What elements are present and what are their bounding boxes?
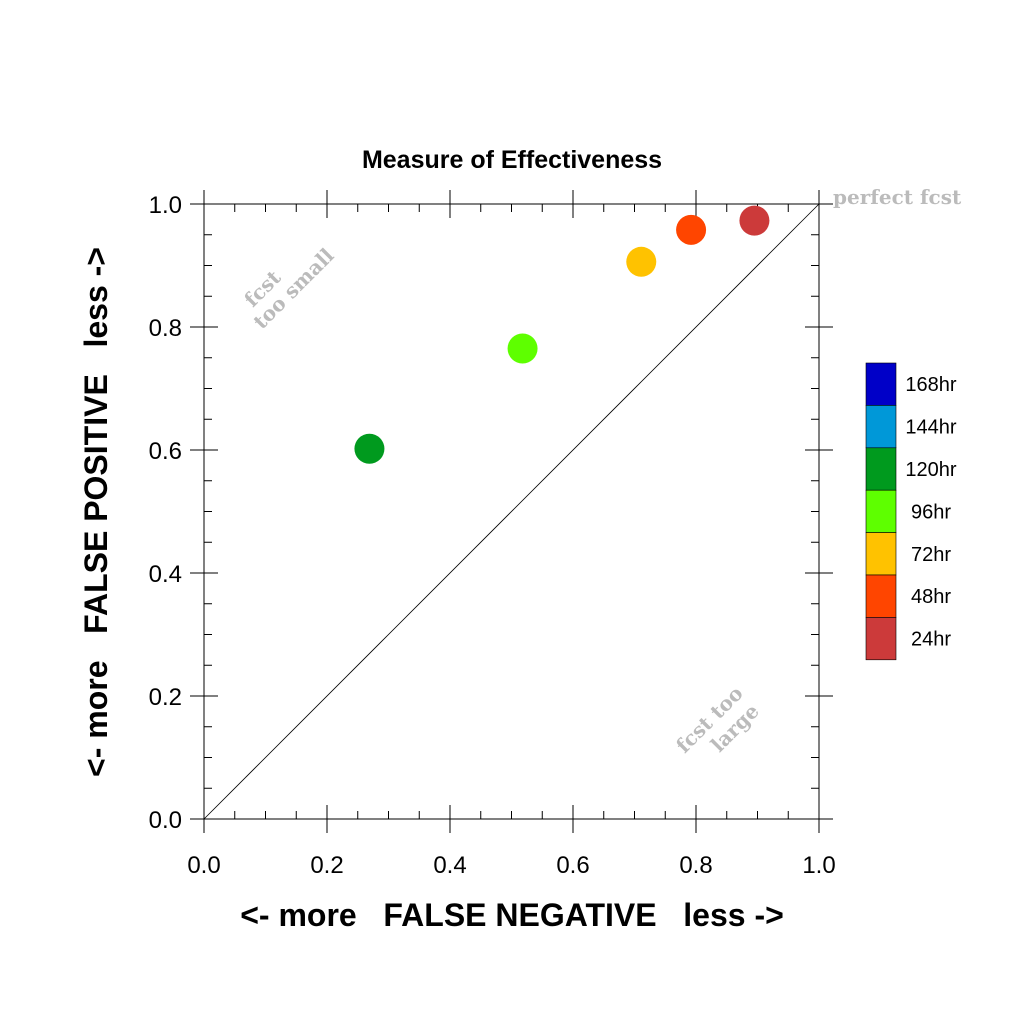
legend-swatch-144hr — [865, 405, 897, 449]
y-tick-label: 0.4 — [149, 561, 182, 588]
y-tick-label: 1.0 — [149, 192, 182, 219]
data-point-120hr — [354, 433, 385, 464]
data-point-24hr — [739, 205, 770, 236]
x-axis-title: <- more FALSE NEGATIVE less -> — [240, 897, 784, 933]
data-point-96hr — [507, 333, 538, 364]
annotation-too-small: fcst too small — [239, 243, 339, 333]
x-tick-label: 0.6 — [556, 852, 589, 879]
annotation-perfect-fcst: perfect fcst — [833, 185, 962, 209]
diagonal-reference-line — [203, 203, 820, 820]
x-tick-label: 0.0 — [187, 852, 220, 879]
data-point-48hr — [676, 214, 707, 245]
tick-labels: 0.0 0.2 0.4 0.6 0.8 1.0 0.0 0.2 0.4 0.6 0.8 1.0 — [149, 192, 836, 879]
legend-swatch-24hr — [865, 617, 897, 661]
legend-swatch-96hr — [865, 489, 897, 533]
x-tick-label: 1.0 — [802, 852, 835, 879]
legend-swatch-72hr — [865, 532, 897, 576]
legend-swatch-120hr — [865, 447, 897, 491]
legend-label-96hr: 96hr — [911, 501, 951, 523]
x-tick-label: 0.8 — [679, 852, 712, 879]
y-axis-title: <- more FALSE POSITIVE less -> — [78, 247, 114, 777]
legend-label-168hr: 168hr — [905, 374, 956, 396]
annotation-too-large: fcst too large — [671, 681, 764, 757]
legend-swatch-168hr — [865, 362, 897, 406]
y-tick-label: 0.0 — [149, 807, 182, 834]
legend-label-24hr: 24hr — [911, 629, 951, 651]
legend-label-72hr: 72hr — [911, 544, 951, 566]
y-tick-label: 0.8 — [149, 315, 182, 342]
x-tick-label: 0.2 — [310, 852, 343, 879]
data-point-72hr — [626, 246, 657, 277]
legend-swatch-48hr — [865, 574, 897, 618]
legend-label-144hr: 144hr — [905, 417, 956, 439]
y-tick-label: 0.2 — [149, 684, 182, 711]
y-tick-label: 0.6 — [149, 438, 182, 465]
data-points — [354, 205, 770, 464]
chart-title: Measure of Effectiveness — [362, 146, 662, 174]
legend-label-120hr: 120hr — [905, 459, 956, 481]
x-tick-label: 0.4 — [433, 852, 466, 879]
legend: 168hr 144hr 120hr 96hr 72hr 48hr 24hr — [865, 362, 957, 661]
legend-label-48hr: 48hr — [911, 586, 951, 608]
